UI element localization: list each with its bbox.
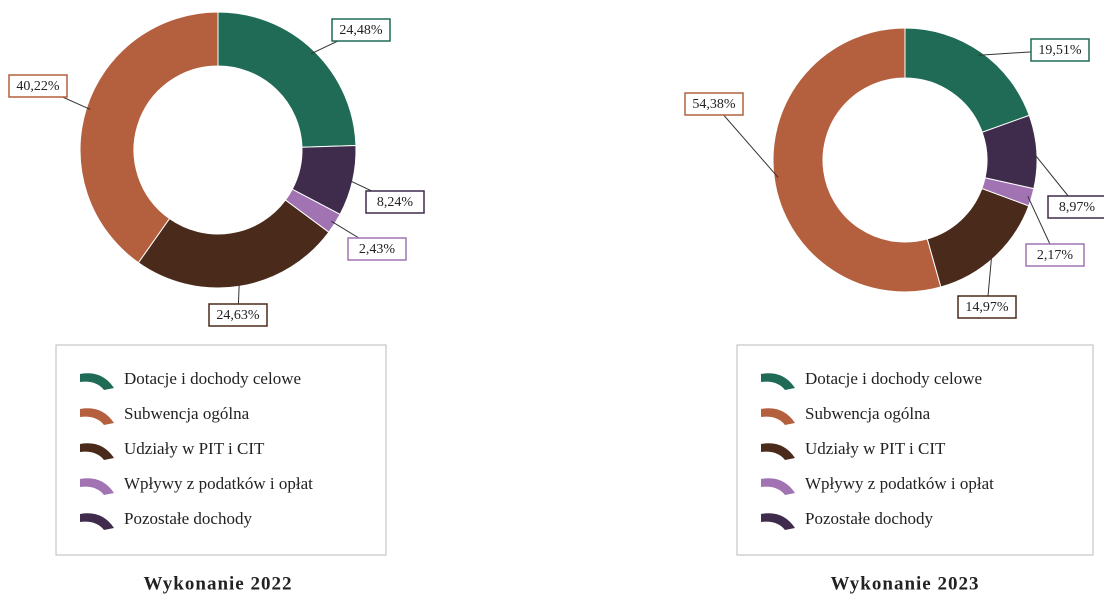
legend-icon (80, 443, 114, 460)
label-box (208, 303, 268, 327)
leader-line (713, 103, 779, 178)
donut-segment (904, 27, 1030, 133)
donut-segment (772, 27, 942, 293)
legend-icon (80, 408, 114, 425)
label-box (347, 237, 407, 261)
legend-label: Subwencja ogólna (124, 404, 250, 423)
legend-icon (80, 513, 114, 530)
legend-label: Dotacje i dochody celowe (124, 369, 301, 388)
legend-box (736, 344, 1094, 556)
label-box (1025, 243, 1085, 267)
data-label: 14,97% (965, 300, 1009, 315)
label-box (365, 190, 425, 214)
legend-icon (761, 408, 795, 425)
legend-label: Subwencja ogólna (805, 404, 931, 423)
data-label: 19,51% (1038, 43, 1082, 58)
data-label: 8,24% (377, 195, 414, 210)
chart-title: Wykonanie 2022 (144, 573, 293, 594)
legend-label: Wpływy z podatków i opłat (805, 474, 994, 493)
donut-segment (981, 114, 1038, 190)
legend-label: Wpływy z podatków i opłat (124, 474, 313, 493)
data-label: 24,48% (339, 23, 383, 38)
legend-label: Udziały w PIT i CIT (805, 439, 946, 458)
donut-segment (137, 199, 330, 289)
label-box (684, 92, 744, 116)
data-label: 2,43% (359, 242, 396, 257)
legend-label: Pozostałe dochody (124, 509, 252, 528)
legend-icon (80, 478, 114, 495)
donut-segment (79, 11, 219, 264)
legend-icon (761, 478, 795, 495)
chart-title: Wykonanie 2023 (831, 573, 980, 594)
legend-icon (80, 373, 114, 390)
label-box (957, 295, 1017, 319)
legend-icon (761, 373, 795, 390)
donut-segment (291, 144, 357, 216)
label-box (331, 18, 391, 42)
data-label: 24,63% (216, 308, 260, 323)
legend-icon (761, 513, 795, 530)
legend-label: Udziały w PIT i CIT (124, 439, 265, 458)
legend-icon (761, 443, 795, 460)
legend-label: Dotacje i dochody celowe (805, 369, 982, 388)
legend-label: Pozostałe dochody (805, 509, 933, 528)
label-box (1030, 38, 1090, 62)
data-label: 54,38% (692, 97, 736, 112)
data-label: 2,17% (1037, 248, 1074, 263)
donut-segment (926, 187, 1030, 288)
data-label: 8,97% (1059, 200, 1096, 215)
data-label: 40,22% (16, 79, 60, 94)
label-box (1047, 195, 1104, 219)
donut-segment (217, 11, 357, 148)
label-box (8, 74, 68, 98)
legend-box (55, 344, 387, 556)
